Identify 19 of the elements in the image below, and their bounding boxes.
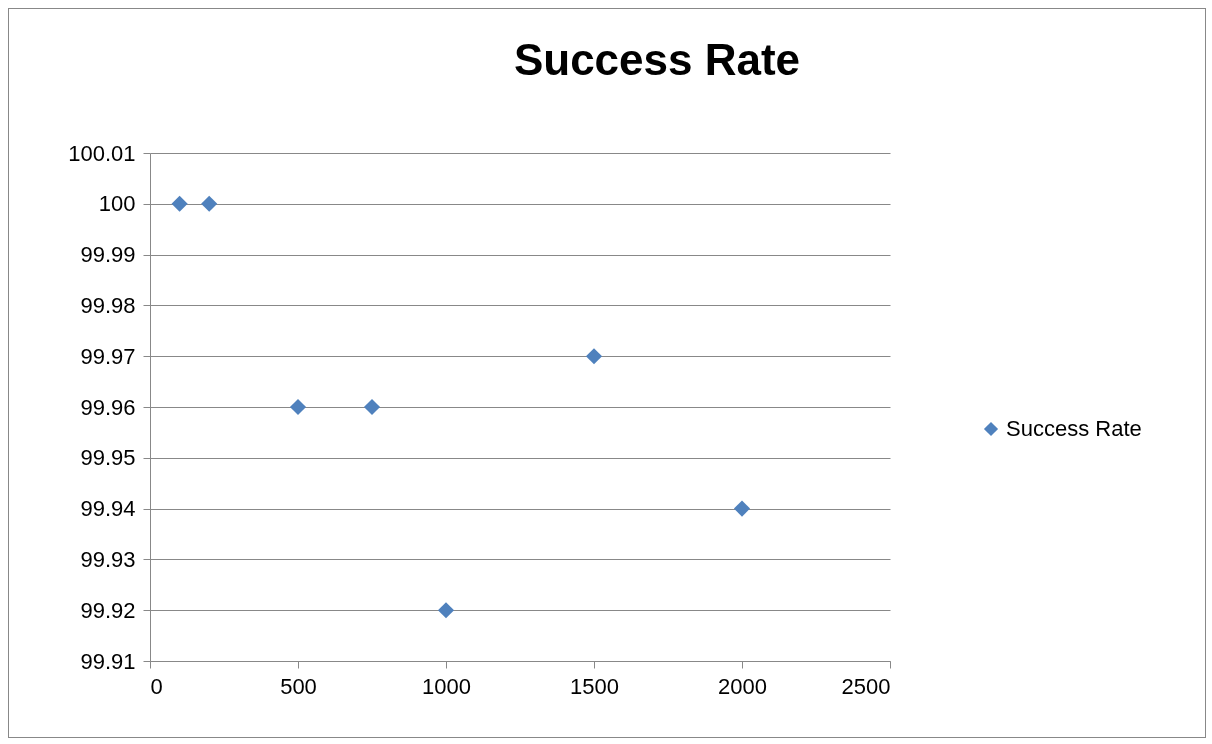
y-tick-label: 99.95 xyxy=(80,445,136,471)
legend-label: Success Rate xyxy=(1006,416,1142,441)
chart-title: Success Rate xyxy=(513,35,801,84)
x-tick-label: 1000 xyxy=(422,673,471,699)
y-tick-label: 99.94 xyxy=(80,496,136,522)
x-tick-label: 2000 xyxy=(718,673,767,699)
x-tick-label: 500 xyxy=(280,673,317,699)
y-tick-label: 99.97 xyxy=(80,343,136,369)
x-tick-label: 1500 xyxy=(570,673,619,699)
y-tick-label: 99.91 xyxy=(80,648,136,674)
y-tick-label: 99.96 xyxy=(80,394,136,420)
y-tick-label: 100.01 xyxy=(68,140,136,166)
y-tick-label: 99.98 xyxy=(80,292,136,318)
x-tick-label: 0 xyxy=(150,673,163,699)
y-tick-label: 99.92 xyxy=(80,597,136,623)
y-tick-label: 99.99 xyxy=(80,242,136,268)
x-tick-label: 2500 xyxy=(841,673,891,699)
y-tick-label: 99.93 xyxy=(80,546,136,572)
y-tick-label: 100 xyxy=(98,191,136,217)
